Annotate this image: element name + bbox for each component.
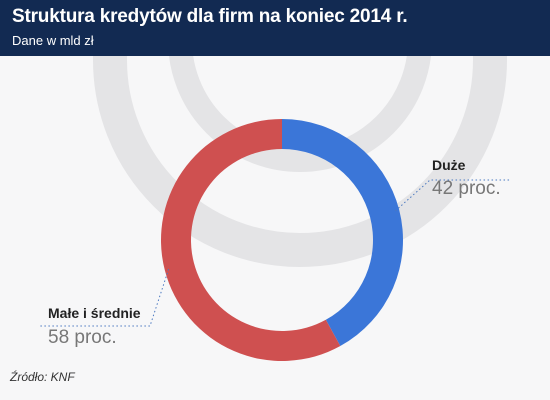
watermark-ring — [93, 56, 507, 267]
source-note: Źródło: KNF — [10, 370, 75, 384]
leader-line-1 — [40, 268, 170, 327]
slice-value-1: 58 proc. — [48, 327, 117, 348]
chart-title: Struktura kredytów dla firm na koniec 20… — [12, 6, 408, 27]
slice-label-1: Małe i średnie — [48, 305, 141, 321]
donut-slice-0 — [282, 119, 403, 347]
donut-slice-1 — [160, 119, 341, 362]
watermark-ring — [169, 56, 431, 172]
watermark-logo — [93, 56, 507, 267]
slice-value-0: 42 proc. — [432, 178, 501, 199]
chart-subtitle: Dane w mld zł — [12, 33, 94, 48]
slice-label-0: Duże — [432, 157, 466, 173]
chart-header: Struktura kredytów dla firm na koniec 20… — [0, 0, 550, 56]
